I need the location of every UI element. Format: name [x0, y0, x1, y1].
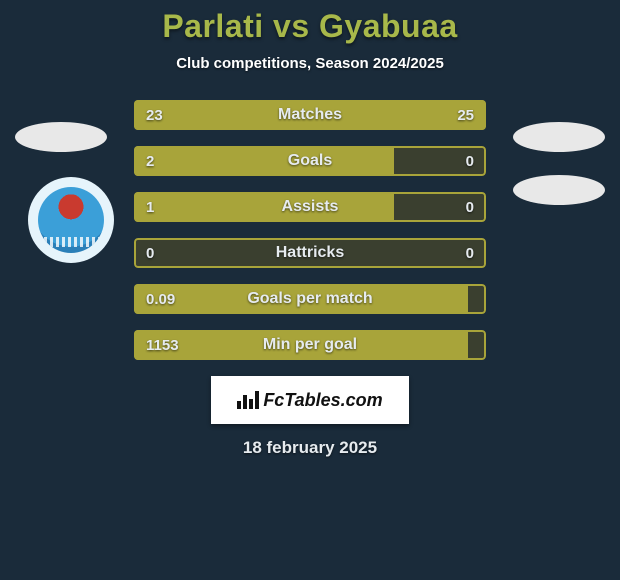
- stat-value-right: [462, 330, 486, 360]
- stat-row: Goals20: [134, 146, 486, 176]
- stat-value-left: 1: [134, 192, 166, 222]
- club-badge-left: [28, 177, 114, 263]
- stat-row: Matches2325: [134, 100, 486, 130]
- fctables-label: FcTables.com: [263, 390, 382, 411]
- stat-value-left: 23: [134, 100, 175, 130]
- stat-value-right: 25: [445, 100, 486, 130]
- stat-value-right: 0: [454, 146, 486, 176]
- stat-bar-border: [134, 238, 486, 268]
- player-right-logo-1: [513, 122, 605, 152]
- stat-value-left: 1153: [134, 330, 191, 360]
- stat-value-left: 0: [134, 238, 166, 268]
- stat-value-right: [462, 284, 486, 314]
- main-container: Parlati vs Gyabuaa Club competitions, Se…: [0, 0, 620, 458]
- club-badge-icon: [38, 187, 104, 253]
- stat-label: Hattricks: [134, 238, 486, 268]
- stat-bar-left: [134, 192, 394, 222]
- bar-chart-icon: [237, 391, 259, 409]
- stat-row: Assists10: [134, 192, 486, 222]
- stat-row: Min per goal1153: [134, 330, 486, 360]
- stat-row: Goals per match0.09: [134, 284, 486, 314]
- stat-value-right: 0: [454, 192, 486, 222]
- player-right-logo-2: [513, 175, 605, 205]
- stat-row: Hattricks0 0: [134, 238, 486, 268]
- stat-bar-left: [134, 146, 394, 176]
- fctables-badge: FcTables.com: [211, 376, 409, 424]
- stat-value-right: 0: [454, 238, 486, 268]
- stats-bars: Matches2325Goals20Assists10Hattricks00Go…: [134, 100, 486, 360]
- subtitle: Club competitions, Season 2024/2025: [0, 55, 620, 72]
- player-left-logo-1: [15, 122, 107, 152]
- stat-value-left: 2: [134, 146, 166, 176]
- stat-value-left: 0.09: [134, 284, 187, 314]
- page-title: Parlati vs Gyabuaa: [0, 8, 620, 45]
- date-label: 18 february 2025: [0, 438, 620, 458]
